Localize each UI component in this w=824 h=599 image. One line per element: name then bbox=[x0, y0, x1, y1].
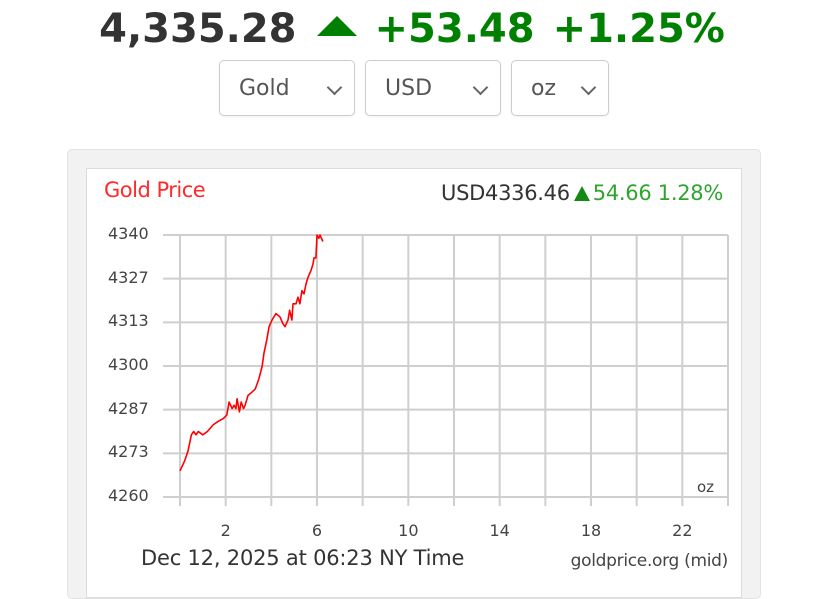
y-axis-tick-label: 4273 bbox=[108, 442, 149, 462]
price-change-percent: +1.25% bbox=[552, 6, 725, 52]
y-axis-tick-label: 4300 bbox=[108, 355, 149, 374]
chart-container bbox=[86, 168, 742, 598]
x-axis-tick-label: 10 bbox=[398, 521, 419, 540]
triangle-up-icon bbox=[573, 186, 590, 201]
price-plot bbox=[163, 234, 729, 506]
chart-title: Gold Price bbox=[104, 178, 206, 202]
y-axis-tick-label: 4313 bbox=[108, 311, 149, 331]
triangle-up-icon bbox=[316, 16, 357, 36]
chart-unit-label: oz bbox=[697, 478, 715, 496]
chart-grid bbox=[163, 234, 729, 506]
unit-select-value: oz bbox=[531, 76, 557, 101]
chart-quote-change: 54.66 bbox=[592, 181, 652, 205]
chart-timestamp: Dec 12, 2025 at 06:23 NY Time bbox=[141, 546, 465, 570]
metal-select-value: Gold bbox=[239, 76, 290, 101]
y-axis-tick-label: 4260 bbox=[108, 486, 149, 505]
chart-quote-price: USD4336.46 bbox=[441, 181, 570, 205]
metal-select[interactable]: Gold bbox=[219, 60, 355, 116]
chart-source: goldprice.org (mid) bbox=[570, 551, 729, 571]
x-axis-tick-label: 14 bbox=[489, 521, 510, 540]
unit-select[interactable]: oz bbox=[511, 60, 609, 116]
currency-select[interactable]: USD bbox=[365, 60, 501, 116]
chart-quote-percent: 1.28% bbox=[657, 181, 724, 205]
x-axis-tick-label: 2 bbox=[220, 521, 231, 540]
y-axis-tick-label: 4340 bbox=[108, 224, 149, 243]
price-change: +53.48 bbox=[374, 6, 535, 52]
x-axis-tick-label: 18 bbox=[580, 521, 602, 540]
currency-select-value: USD bbox=[385, 76, 433, 101]
y-axis-tick-label: 4287 bbox=[108, 398, 149, 418]
spot-price: 4,335.28 bbox=[99, 6, 297, 52]
chart-quote: USD4336.46 54.66 1.28% bbox=[441, 181, 723, 205]
x-axis-tick-label: 6 bbox=[311, 521, 323, 540]
x-axis-tick-label: 22 bbox=[672, 521, 693, 540]
price-headline: 4,335.28 +53.48 +1.25% bbox=[0, 4, 824, 54]
price-line bbox=[179, 234, 324, 472]
y-axis-tick-label: 4327 bbox=[108, 267, 149, 287]
